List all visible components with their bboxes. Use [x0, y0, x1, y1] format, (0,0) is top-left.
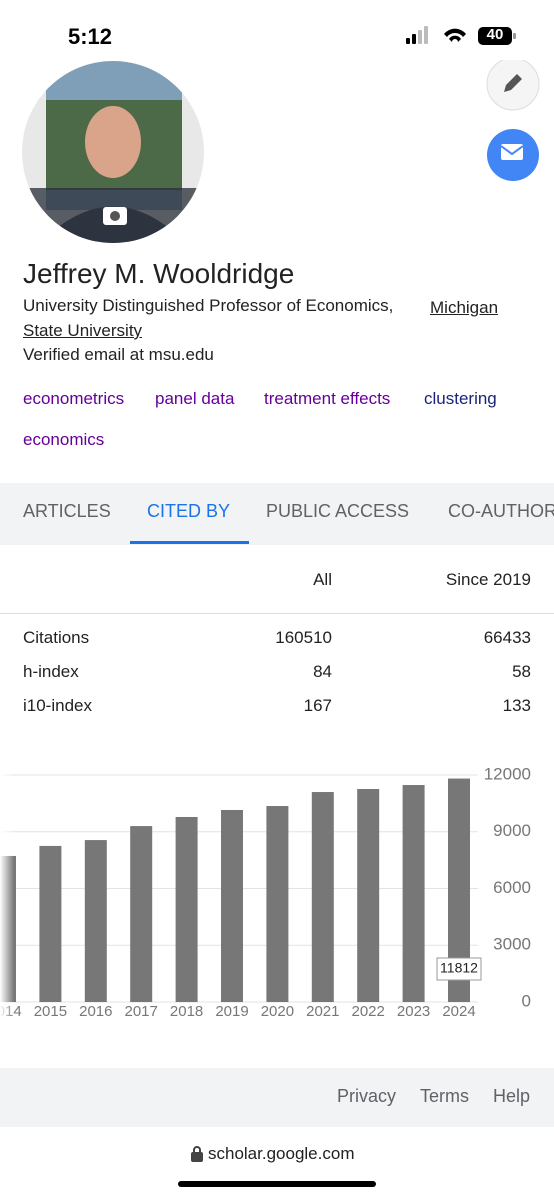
tab[interactable]: PUBLIC ACCESS — [266, 501, 410, 521]
x-tick-label: 2022 — [352, 1003, 385, 1020]
bar — [175, 816, 198, 1002]
y-tick-label: 6000 — [493, 878, 531, 897]
x-tick-label: 2017 — [125, 1003, 158, 1020]
cell: 58 — [512, 662, 531, 681]
bar — [311, 792, 334, 1002]
footer-link[interactable]: Help — [493, 1086, 531, 1106]
row-label: Citations — [23, 628, 90, 647]
tab[interactable]: CO-AUTHORS — [448, 501, 554, 521]
x-tick-label: 2024 — [442, 1003, 475, 1020]
interest[interactable]: economics — [23, 430, 105, 449]
interest[interactable]: clustering — [424, 389, 497, 408]
tooltip-box — [436, 957, 482, 981]
column-header: Since 2019 — [445, 570, 531, 589]
row-label: h-index — [23, 662, 79, 681]
tooltip-value: 11812 — [440, 960, 478, 976]
home-indicator — [178, 1181, 376, 1187]
cell: 133 — [502, 696, 531, 715]
interest[interactable]: panel data — [155, 389, 235, 408]
x-tick-label: 2018 — [170, 1003, 203, 1020]
column-header: All — [313, 570, 332, 589]
url[interactable]: scholar.google.com — [208, 1144, 355, 1163]
affiliation-link[interactable]: Michigan State University — [23, 298, 499, 340]
cell: 167 — [303, 696, 332, 715]
profile-header-graphics — [22, 60, 540, 243]
x-tick-label: 2016 — [79, 1003, 112, 1020]
bar — [39, 845, 62, 1002]
footer-link[interactable]: Privacy — [337, 1086, 397, 1106]
battery-level: 40 — [486, 26, 504, 43]
y-tick-label: 3000 — [493, 935, 531, 954]
bar — [130, 826, 153, 1002]
bar — [402, 785, 425, 1002]
x-tick-label: 2023 — [397, 1003, 430, 1020]
y-tick-label: 0 — [522, 991, 531, 1010]
status-time: 5:12 — [68, 24, 113, 49]
email: Verified email at msu.edu — [23, 345, 214, 364]
y-tick-label: 9000 — [493, 821, 531, 840]
interest[interactable]: treatment effects — [264, 389, 391, 408]
affiliation: University Distinguished Professor of Ec… — [23, 296, 393, 316]
affiliation-text: University Distinguished Professor of Ec… — [23, 296, 394, 315]
citation-chart: 0300060009000120002014201520162017201820… — [0, 750, 531, 1040]
cell: 160510 — [275, 628, 332, 647]
bar — [266, 806, 289, 1002]
lock-icon — [191, 1146, 203, 1162]
divider — [0, 613, 554, 614]
x-tick-label: 2021 — [306, 1003, 339, 1020]
profile-name: Jeffrey M. Wooldridge — [23, 258, 295, 289]
footer-link[interactable]: Terms — [420, 1086, 469, 1106]
footer — [0, 1068, 554, 1127]
row-label: i10-index — [23, 696, 92, 715]
bar — [357, 788, 380, 1002]
cell: 84 — [313, 662, 332, 681]
tab-active[interactable]: CITED BY — [147, 501, 231, 521]
edge-fade — [0, 750, 14, 1040]
tab-indicator — [130, 541, 249, 544]
bar — [221, 809, 243, 1002]
tab[interactable]: ARTICLES — [23, 501, 111, 521]
tab-bar: ARTICLES CITED BY PUBLIC ACCESS CO-AUTHO… — [0, 483, 554, 545]
status-icons — [406, 26, 516, 45]
y-tick-label: 12000 — [484, 764, 531, 783]
interest[interactable]: econometrics — [23, 389, 125, 408]
bar — [84, 840, 107, 1002]
x-tick-label: 2015 — [34, 1003, 67, 1020]
x-tick-label: 2020 — [261, 1003, 294, 1020]
cell: 66433 — [483, 628, 531, 647]
x-tick-label: 2019 — [215, 1003, 248, 1020]
bar — [448, 778, 470, 1002]
